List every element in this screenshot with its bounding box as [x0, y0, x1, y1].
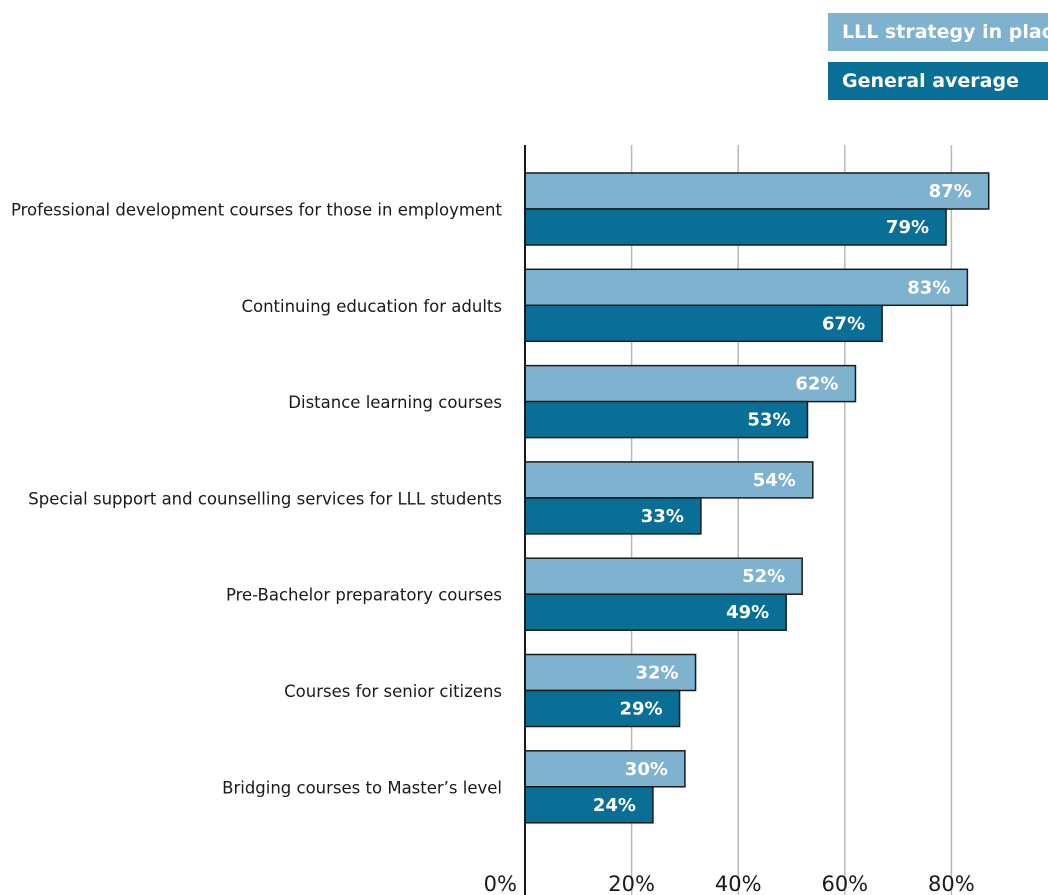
data-label: 30%: [625, 759, 668, 780]
bars: [524, 172, 990, 824]
data-label: 52%: [742, 566, 785, 587]
bar-general-average: [524, 497, 702, 535]
data-label: 49%: [726, 602, 769, 623]
bar-general-average: [524, 208, 947, 246]
category-label: Professional development courses for tho…: [11, 201, 503, 220]
data-label: 79%: [886, 217, 929, 238]
category-label: Continuing education for adults: [241, 297, 502, 316]
data-label: 33%: [641, 506, 684, 527]
x-tick-label: 80%: [928, 872, 975, 895]
bar-lll-strategy: [524, 172, 990, 210]
bar-general-average: [524, 689, 681, 728]
bar-lll-strategy: [524, 268, 969, 307]
bar-lll-strategy: [524, 750, 686, 788]
data-label: 29%: [619, 699, 662, 720]
labels: Professional development courses for tho…: [11, 181, 975, 895]
data-label: 67%: [822, 313, 865, 334]
legend-item-lll-strategy: LLL strategy in place: [828, 13, 1048, 51]
x-tick-label: 40%: [715, 872, 762, 895]
category-label: Special support and counselling services…: [28, 489, 502, 508]
data-label: 32%: [635, 663, 678, 684]
data-label: 83%: [907, 277, 950, 298]
legend-item-general-average: General average: [828, 62, 1048, 100]
category-label: Courses for senior citizens: [284, 682, 502, 701]
data-label: 53%: [747, 410, 790, 431]
category-label: Distance learning courses: [288, 393, 502, 412]
data-label: 54%: [753, 470, 796, 491]
x-tick-label: 60%: [821, 872, 868, 895]
category-label: Pre-Bachelor preparatory courses: [226, 586, 502, 605]
category-label: Bridging courses to Master’s level: [222, 778, 502, 797]
data-label: 62%: [795, 374, 838, 395]
x-tick-label: 20%: [608, 872, 655, 895]
bar-general-average: [524, 786, 654, 824]
bar-general-average: [524, 400, 809, 439]
data-label: 24%: [593, 795, 636, 816]
bar-lll-strategy: [524, 557, 803, 595]
bar-general-average: [524, 593, 787, 631]
data-label: 87%: [929, 181, 972, 202]
x-tick-label: 0%: [484, 872, 517, 895]
